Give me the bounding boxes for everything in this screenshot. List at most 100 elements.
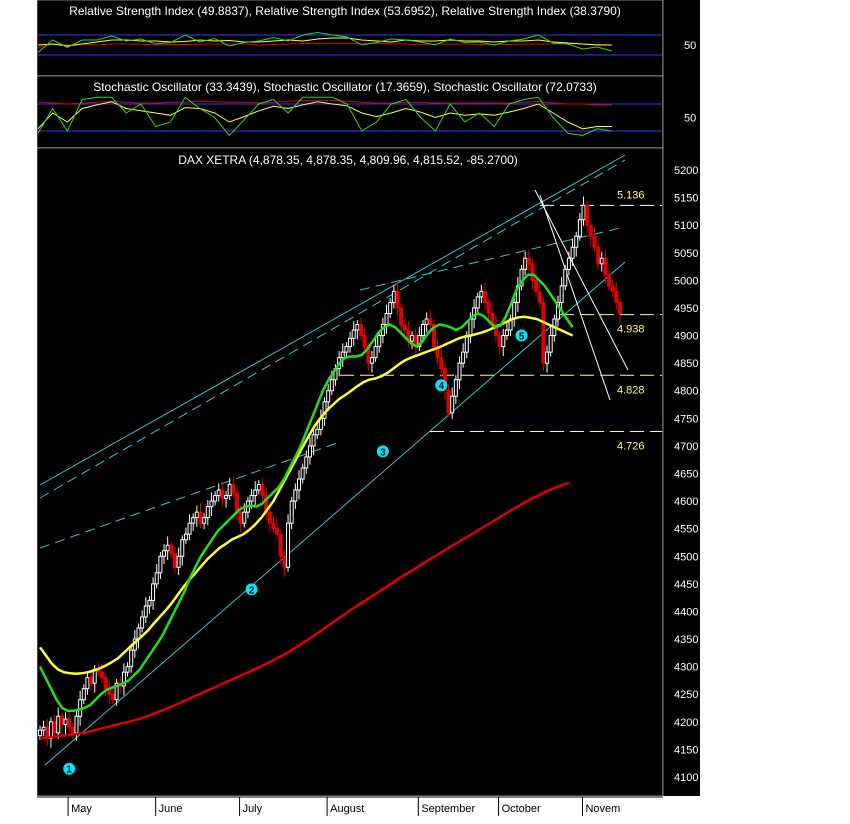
candle-body <box>198 511 203 524</box>
candle-body <box>70 726 75 734</box>
price-tick-label: 4250 <box>674 689 698 701</box>
candle-body <box>180 539 185 557</box>
price-title: DAX XETRA (4,878.35, 4,878.35, 4,809.96,… <box>178 153 518 167</box>
candle-body <box>596 246 601 265</box>
candle-body <box>286 522 291 568</box>
wave-marker-circle <box>435 379 448 392</box>
stochastic-series-2 <box>37 101 612 130</box>
candle-body <box>614 290 619 303</box>
candle-body <box>545 351 550 364</box>
candle-body <box>143 605 148 618</box>
price-tick-label: 4600 <box>674 496 698 508</box>
candle-body <box>457 362 462 381</box>
candle-body <box>559 285 564 303</box>
stochastic-tick-label: 50 <box>684 113 696 125</box>
ema-mid-line <box>38 315 574 676</box>
candle-body <box>421 324 426 337</box>
wave-marker-circle <box>376 445 389 458</box>
wave-marker-circle <box>515 329 528 342</box>
price-tick-label: 4500 <box>674 551 698 563</box>
candle-body <box>38 729 42 737</box>
candle-body <box>158 555 163 574</box>
stochastic-series-1 <box>37 99 612 106</box>
wave-marker-label: 2 <box>249 585 255 596</box>
price-tick-label: 5050 <box>674 248 698 260</box>
candle-body <box>231 484 236 494</box>
candle-body <box>165 544 170 552</box>
candle-body <box>100 671 105 679</box>
candle-body <box>110 693 115 701</box>
candle-body <box>271 522 276 530</box>
candle-body <box>289 500 294 524</box>
candle-body <box>395 290 400 309</box>
level-label-4: 4.726 <box>617 441 645 453</box>
candle-body <box>220 489 225 499</box>
candle-body <box>566 257 571 270</box>
candle-body <box>253 489 258 497</box>
candle-body <box>234 492 239 513</box>
candle-body <box>486 301 491 314</box>
candle-body <box>450 395 455 414</box>
x-axis-label: September <box>421 803 475 815</box>
trendline-6 <box>534 189 629 371</box>
candle-body <box>391 290 396 303</box>
price-tick-label: 4850 <box>674 358 698 370</box>
price-tick-label: 4200 <box>674 717 698 729</box>
stochastic-series-3 <box>37 96 613 137</box>
level-label-3: 4.828 <box>617 384 645 396</box>
wave-marker-4: 4 <box>435 379 448 392</box>
candle-body <box>399 307 404 326</box>
x-axis-label: October <box>502 803 541 815</box>
candle-body <box>512 301 517 320</box>
candle-body <box>293 489 298 502</box>
price-tick-label: 4950 <box>674 303 698 315</box>
ema-fast-line <box>38 273 574 713</box>
candle-body <box>570 246 575 259</box>
candle-body <box>402 324 407 331</box>
price-tick-label: 5150 <box>674 193 698 205</box>
candle-body <box>548 335 553 353</box>
candle-body <box>599 257 604 265</box>
candle-body <box>585 204 590 226</box>
candle-body <box>348 337 353 348</box>
candle-body <box>340 351 345 359</box>
wave-marker-label: 4 <box>438 381 444 392</box>
candle-body <box>275 528 280 535</box>
candle-body <box>213 495 218 502</box>
trendline-4 <box>359 227 621 291</box>
candle-body <box>504 329 509 337</box>
candle-body <box>227 484 232 497</box>
candle-body <box>574 235 579 248</box>
rsi-tick-label: 50 <box>684 40 696 52</box>
wave-marker-5: 5 <box>515 329 528 343</box>
trendline-3 <box>39 441 341 549</box>
candle-body <box>205 506 210 519</box>
candle-body <box>603 257 608 276</box>
candle-body <box>187 522 192 535</box>
price-tick-label: 4350 <box>674 634 698 646</box>
price-tick-label: 4650 <box>674 469 698 481</box>
candle-body <box>417 335 422 348</box>
candle-body <box>577 219 582 237</box>
candle-body <box>461 351 466 364</box>
price-tick-label: 4100 <box>674 772 698 784</box>
candle-body <box>501 335 506 348</box>
candle-body <box>52 721 57 734</box>
candle-body <box>475 296 480 309</box>
candle-body <box>169 544 174 555</box>
candle-body <box>563 268 568 287</box>
candle-body <box>85 677 90 690</box>
candle-body <box>607 274 612 287</box>
candle-body <box>147 599 152 607</box>
trendlines <box>39 154 629 766</box>
candle-body <box>260 484 265 497</box>
candle-body <box>249 495 254 502</box>
candle-body <box>537 290 542 303</box>
rsi-panel: Relative Strength Index (49.8837), Relat… <box>36 0 700 77</box>
candle-body <box>446 390 451 414</box>
candle-body <box>209 500 214 508</box>
rsi-series-3 <box>37 31 613 53</box>
candle-body <box>242 511 247 524</box>
wave-marker-1: 1 <box>63 762 76 776</box>
